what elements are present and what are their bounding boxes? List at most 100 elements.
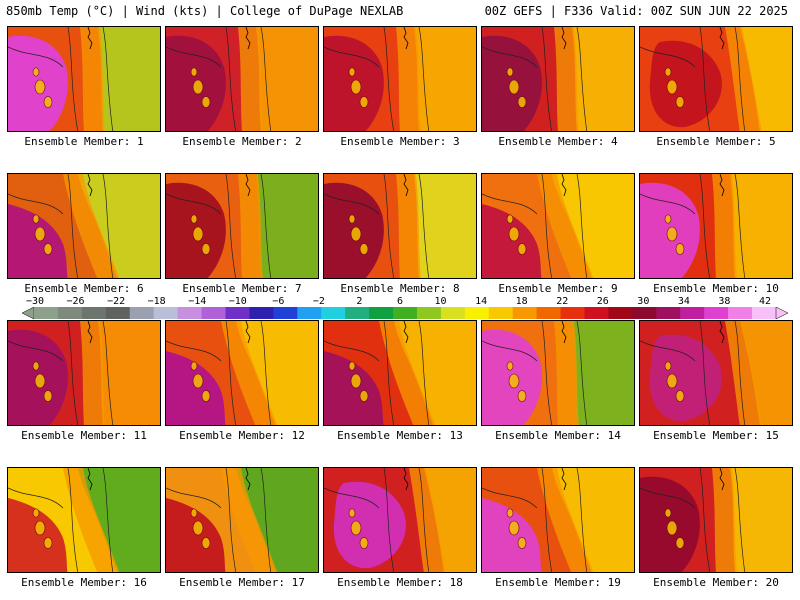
isotherm-contour <box>324 46 380 68</box>
colorbar-swatch <box>273 307 298 319</box>
coastline <box>87 27 93 50</box>
temperature-field <box>640 27 792 131</box>
hotspot-contour <box>190 361 198 371</box>
hotspot-contour <box>675 96 685 108</box>
isotherm-contour <box>418 27 430 131</box>
hotspot-contour <box>506 361 514 371</box>
hotspot-contour <box>508 226 520 242</box>
ensemble-map-panel <box>165 173 319 279</box>
transition-band <box>80 27 105 131</box>
hotspot-contour <box>664 67 672 77</box>
hotspot-contour <box>34 226 46 242</box>
colorbar-swatch <box>345 307 370 319</box>
warm-core <box>8 204 68 278</box>
transition-band <box>396 174 421 278</box>
ensemble-map-panel <box>639 467 793 573</box>
isotherm-contour <box>734 468 746 572</box>
transition-band <box>238 174 263 278</box>
cool-region <box>740 321 792 425</box>
temperature-field <box>640 321 792 425</box>
colorbar-tick-label: −22 <box>107 296 126 307</box>
colorbar-swatch <box>34 307 59 319</box>
warm-core <box>166 498 226 572</box>
colorbar-tick-label: −2 <box>312 296 325 307</box>
colorbar-tick-label: −26 <box>66 296 85 307</box>
temperature-field <box>8 468 160 572</box>
isotherm-contour <box>260 27 272 131</box>
isotherm-contour <box>482 46 538 68</box>
hotspot-contour <box>517 537 527 549</box>
cool-region <box>236 321 318 425</box>
colorbar-swatch <box>728 307 753 319</box>
isotherm-contour <box>383 174 395 278</box>
transition-band <box>80 321 105 425</box>
hotspot-contour <box>508 373 520 389</box>
ensemble-map-panel <box>165 320 319 426</box>
colorbar-tick-label: 18 <box>515 296 528 307</box>
colorbar-swatch <box>201 307 226 319</box>
transition-band <box>238 27 263 131</box>
temperature-field <box>166 468 318 572</box>
ensemble-map-panel <box>639 173 793 279</box>
cool-region <box>98 27 160 131</box>
temperature-field <box>640 468 792 572</box>
transition-band <box>379 321 436 425</box>
colorbar-swatch <box>393 307 418 319</box>
hotspot-contour <box>359 243 369 255</box>
ensemble-map-panel <box>481 173 635 279</box>
isotherm-contour <box>418 468 430 572</box>
hotspot-contour <box>350 79 362 95</box>
isotherm-contour <box>734 27 746 131</box>
isotherm-contour <box>734 321 746 425</box>
ensemble-member-label: Ensemble Member: 16 <box>21 576 147 589</box>
ensemble-map-panel <box>165 467 319 573</box>
colorbar-swatch <box>632 307 657 319</box>
isotherm-contour <box>576 468 588 572</box>
isotherm-contour <box>67 321 79 425</box>
hotspot-contour <box>192 373 204 389</box>
hotspot-contour <box>517 96 527 108</box>
ensemble-member-label: Ensemble Member: 4 <box>498 135 618 148</box>
transition-band <box>725 27 762 131</box>
hotspot-contour <box>43 537 53 549</box>
temperature-field <box>324 27 476 131</box>
ensemble-map-panel <box>323 26 477 132</box>
hotspot-contour <box>664 361 672 371</box>
transition-band <box>712 174 737 278</box>
cool-region <box>730 468 792 572</box>
isotherm-contour <box>699 174 711 278</box>
colorbar-swatch <box>105 307 131 319</box>
ensemble-map-panel <box>481 320 635 426</box>
isotherm-contour <box>640 46 696 68</box>
hotspot-contour <box>666 79 678 95</box>
ensemble-map-panel <box>639 320 793 426</box>
isotherm-contour <box>67 468 79 572</box>
colorbar-swatch <box>225 307 250 319</box>
ensemble-map-panel <box>639 26 793 132</box>
isotherm-contour <box>225 468 237 572</box>
coastline <box>403 27 409 50</box>
transition-band <box>63 468 120 572</box>
hotspot-contour <box>190 67 198 77</box>
cool-region <box>424 468 476 572</box>
colorbar-swatch <box>584 307 609 319</box>
hotspot-contour <box>201 390 211 402</box>
isotherm-contour <box>383 27 395 131</box>
colorbar-tick-label: −10 <box>228 296 247 307</box>
colorbar-tick-label: 34 <box>677 296 690 307</box>
colorbar-swatch <box>416 307 442 319</box>
hotspot-contour <box>664 214 672 224</box>
isotherm-contour <box>482 487 538 509</box>
hotspot-contour <box>517 243 527 255</box>
isotherm-contour <box>102 174 114 278</box>
coastline <box>403 174 409 197</box>
transition-band <box>554 321 579 425</box>
hotspot-contour <box>506 214 514 224</box>
cool-region <box>394 321 476 425</box>
isotherm-contour <box>324 193 380 215</box>
ensemble-member-label: Ensemble Member: 14 <box>495 429 621 442</box>
transition-band <box>554 27 579 131</box>
coastline <box>245 468 251 491</box>
temperature-field <box>640 174 792 278</box>
isotherm-contour <box>8 193 64 215</box>
